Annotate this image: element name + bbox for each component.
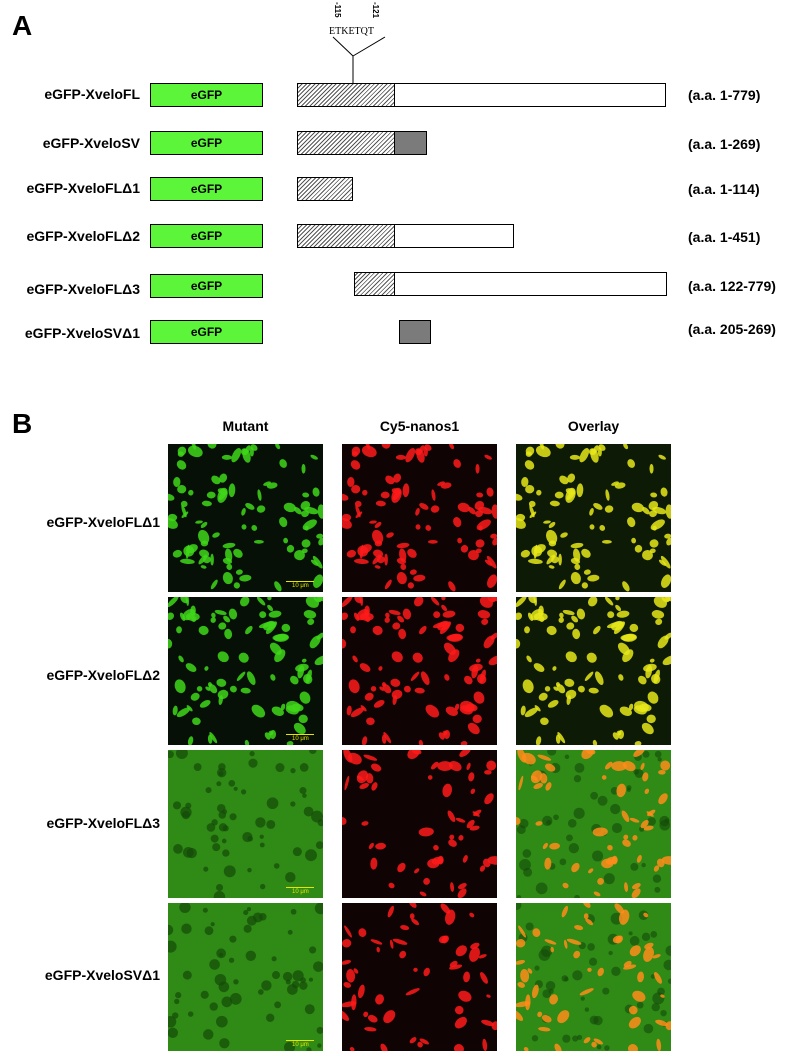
egfp-domain: eGFP xyxy=(150,83,263,107)
micrograph-fl-delta1-cy5-nanos1 xyxy=(342,444,497,592)
c-terminal-domain xyxy=(394,272,667,296)
construct-label-sv: eGFP-XveloSV xyxy=(42,135,140,151)
micrograph-fl-delta2-mutant: 10 μm xyxy=(168,597,323,745)
construct-label-fl-delta3: eGFP-XveloFLΔ3 xyxy=(26,281,140,297)
sv-specific-domain xyxy=(394,131,427,155)
motif-end-residue: -121 xyxy=(371,2,380,19)
row-label-fl-delta3: eGFP-XveloFLΔ3 xyxy=(46,815,160,831)
micrograph-fl-delta3-overlay xyxy=(516,750,671,898)
micrograph-fl-delta3-cy5-nanos1 xyxy=(342,750,497,898)
column-header-mutant: Mutant xyxy=(222,418,269,434)
sv-specific-domain xyxy=(399,320,431,344)
hatched-domain xyxy=(297,131,395,155)
egfp-domain: eGFP xyxy=(150,131,263,155)
construct-label-sv-delta1: eGFP-XveloSVΔ1 xyxy=(24,325,140,341)
scale-bar-label: 10 μm xyxy=(292,583,309,589)
construct-range-sv-delta1: (a.a. 205-269) xyxy=(688,321,776,337)
micrograph-fl-delta1-overlay xyxy=(516,444,671,592)
construct-label-fl-delta1: eGFP-XveloFLΔ1 xyxy=(26,180,140,196)
hatched-domain xyxy=(297,177,353,201)
construct-range-sv: (a.a. 1-269) xyxy=(688,136,761,152)
egfp-domain: eGFP xyxy=(150,274,263,298)
construct-range-fl: (a.a. 1-779) xyxy=(688,87,761,103)
egfp-domain: eGFP xyxy=(150,224,263,248)
construct-range-fl-delta1: (a.a. 1-114) xyxy=(688,181,760,197)
construct-range-fl-delta3: (a.a. 122-779) xyxy=(688,278,776,294)
micrograph-fl-delta1-mutant: 10 μm xyxy=(168,444,323,592)
hatched-domain xyxy=(297,83,395,107)
construct-label-fl: eGFP-XveloFL xyxy=(44,86,140,102)
construct-range-fl-delta2: (a.a. 1-451) xyxy=(688,229,761,245)
c-terminal-domain xyxy=(394,224,514,248)
hatched-domain xyxy=(354,272,395,296)
micrograph-sv-delta1-mutant: 10 μm xyxy=(168,903,323,1051)
hatched-domain xyxy=(297,224,395,248)
construct-label-fl-delta2: eGFP-XveloFLΔ2 xyxy=(26,228,140,244)
column-header-overlay: Overlay xyxy=(567,418,620,434)
motif-start-residue: -115 xyxy=(333,2,342,18)
scale-bar-label: 10 μm xyxy=(292,736,309,742)
scale-bar xyxy=(286,1040,314,1041)
motif-sequence: ETKETQT xyxy=(329,26,374,37)
egfp-domain: eGFP xyxy=(150,320,263,344)
micrograph-fl-delta2-cy5-nanos1 xyxy=(342,597,497,745)
micrograph-sv-delta1-cy5-nanos1 xyxy=(342,903,497,1051)
motif-callout-lines xyxy=(332,36,386,83)
scale-bar xyxy=(286,887,314,888)
egfp-domain: eGFP xyxy=(150,177,263,201)
row-label-fl-delta2: eGFP-XveloFLΔ2 xyxy=(46,667,160,683)
row-label-fl-delta1: eGFP-XveloFLΔ1 xyxy=(46,514,160,530)
scale-bar xyxy=(286,734,314,735)
panel-a-letter: A xyxy=(12,10,33,41)
panel-b-letter: B xyxy=(12,408,33,439)
scale-bar-label: 10 μm xyxy=(292,889,309,895)
scale-bar xyxy=(286,581,314,582)
micrograph-fl-delta3-mutant: 10 μm xyxy=(168,750,323,898)
micrograph-fl-delta2-overlay xyxy=(516,597,671,745)
c-terminal-domain xyxy=(394,83,666,107)
micrograph-sv-delta1-overlay xyxy=(516,903,671,1051)
row-label-sv-delta1: eGFP-XveloSVΔ1 xyxy=(44,967,160,983)
scale-bar-label: 10 μm xyxy=(292,1042,309,1048)
column-header-cy5-nanos1: Cy5-nanos1 xyxy=(379,418,460,434)
